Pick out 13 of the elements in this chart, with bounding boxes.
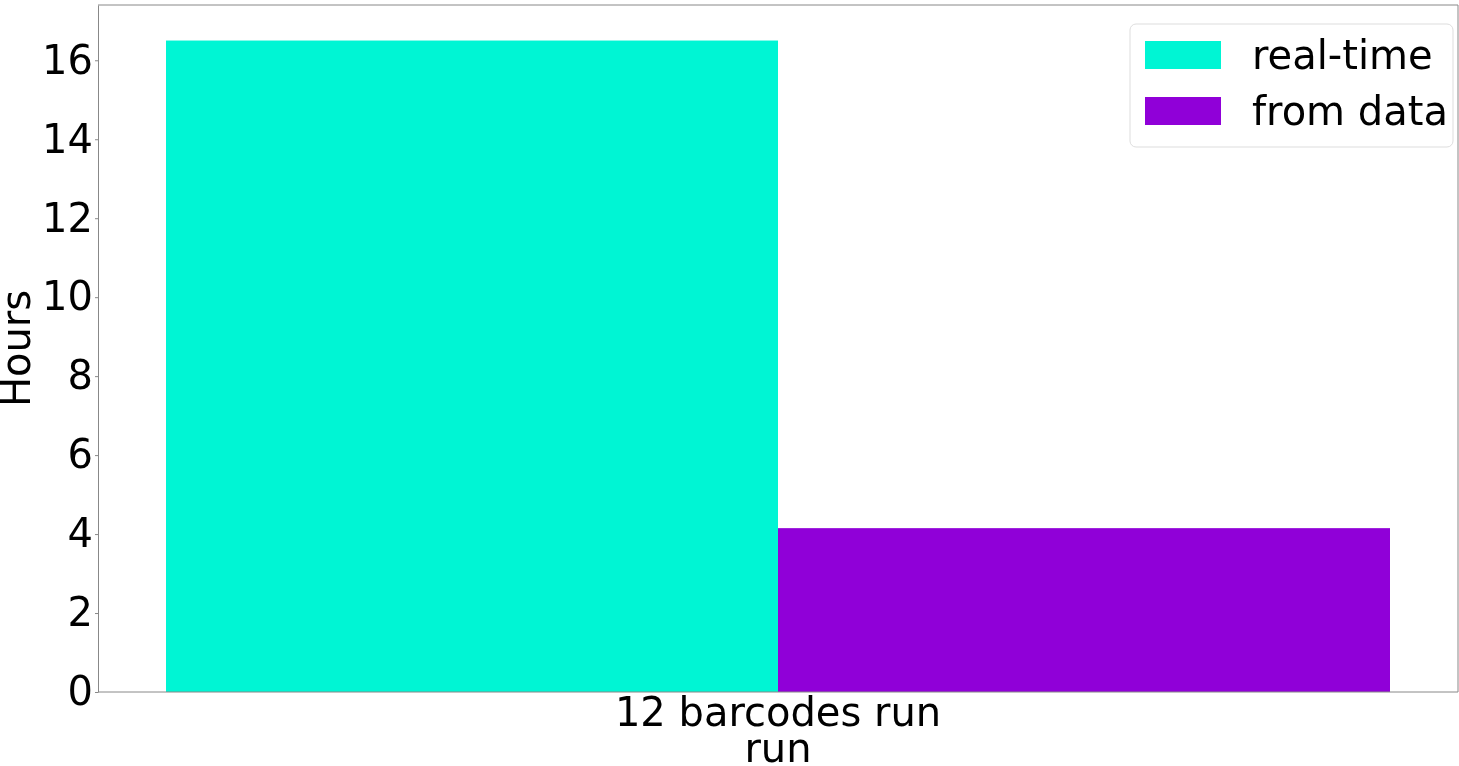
y-tick-label: 12	[42, 194, 93, 241]
y-tick-label: 14	[42, 115, 93, 162]
legend-label: from data	[1252, 88, 1448, 134]
y-tick-label: 2	[67, 589, 93, 636]
x-tick-label: 12 barcodes run	[614, 689, 942, 735]
y-tick-label: 4	[67, 510, 93, 557]
legend-label: real-time	[1252, 32, 1433, 78]
y-tick-label: 10	[42, 273, 93, 320]
y-tick-label: 8	[67, 352, 93, 399]
y-tick-label: 0	[67, 668, 93, 715]
y-axis-title: Hours	[0, 289, 39, 408]
y-tick-label: 16	[42, 36, 93, 83]
y-tick-label: 6	[67, 431, 93, 478]
